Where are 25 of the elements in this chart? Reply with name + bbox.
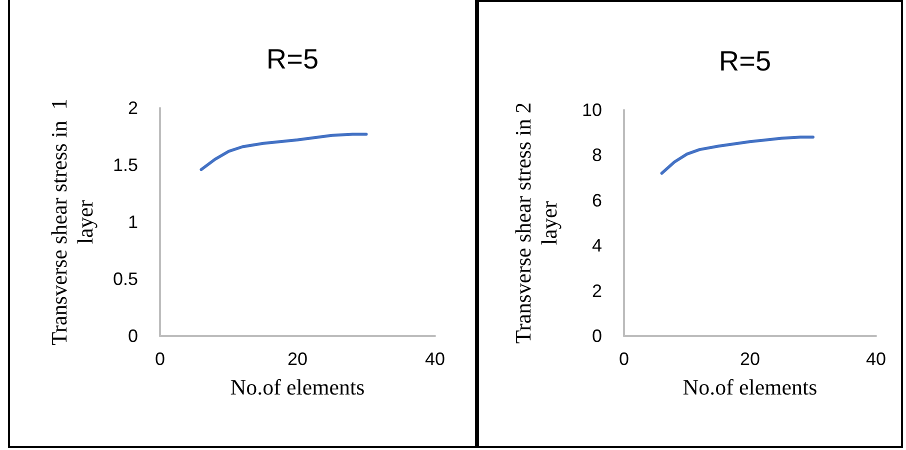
y-tick-label: 8 bbox=[592, 145, 602, 166]
y-axis-title: Transverse shear stress in 2 layer bbox=[510, 102, 562, 344]
y-tick-label: 0 bbox=[592, 326, 602, 346]
x-tick-label: 20 bbox=[287, 349, 308, 369]
chart-title: R=5 bbox=[718, 46, 772, 76]
y-axis-title: Transverse shear stress in 1 layer bbox=[46, 98, 98, 346]
y-tick-label: 0 bbox=[128, 326, 138, 346]
x-tick-label: 40 bbox=[866, 349, 886, 369]
line-series bbox=[660, 136, 814, 175]
line-series bbox=[200, 132, 368, 172]
y-tick-label: 2 bbox=[128, 98, 138, 118]
y-tick-label: 4 bbox=[592, 236, 602, 256]
y-tick-label: 10 bbox=[582, 100, 602, 120]
y-tick-label: 0.5 bbox=[112, 269, 138, 289]
y-tick-label: 2 bbox=[592, 280, 602, 301]
x-tick-label: 0 bbox=[154, 349, 166, 369]
x-axis-title: No.of elements bbox=[230, 374, 365, 400]
x-tick-label: 20 bbox=[740, 349, 760, 369]
chart-title: R=5 bbox=[266, 44, 319, 74]
x-tick-label: 0 bbox=[618, 349, 630, 369]
y-tick-label: 1 bbox=[128, 212, 138, 232]
y-tick-label: 1.5 bbox=[112, 155, 138, 175]
x-tick-label: 40 bbox=[424, 349, 446, 369]
y-tick-label: 6 bbox=[592, 190, 602, 210]
x-axis-title: No.of elements bbox=[682, 374, 818, 400]
